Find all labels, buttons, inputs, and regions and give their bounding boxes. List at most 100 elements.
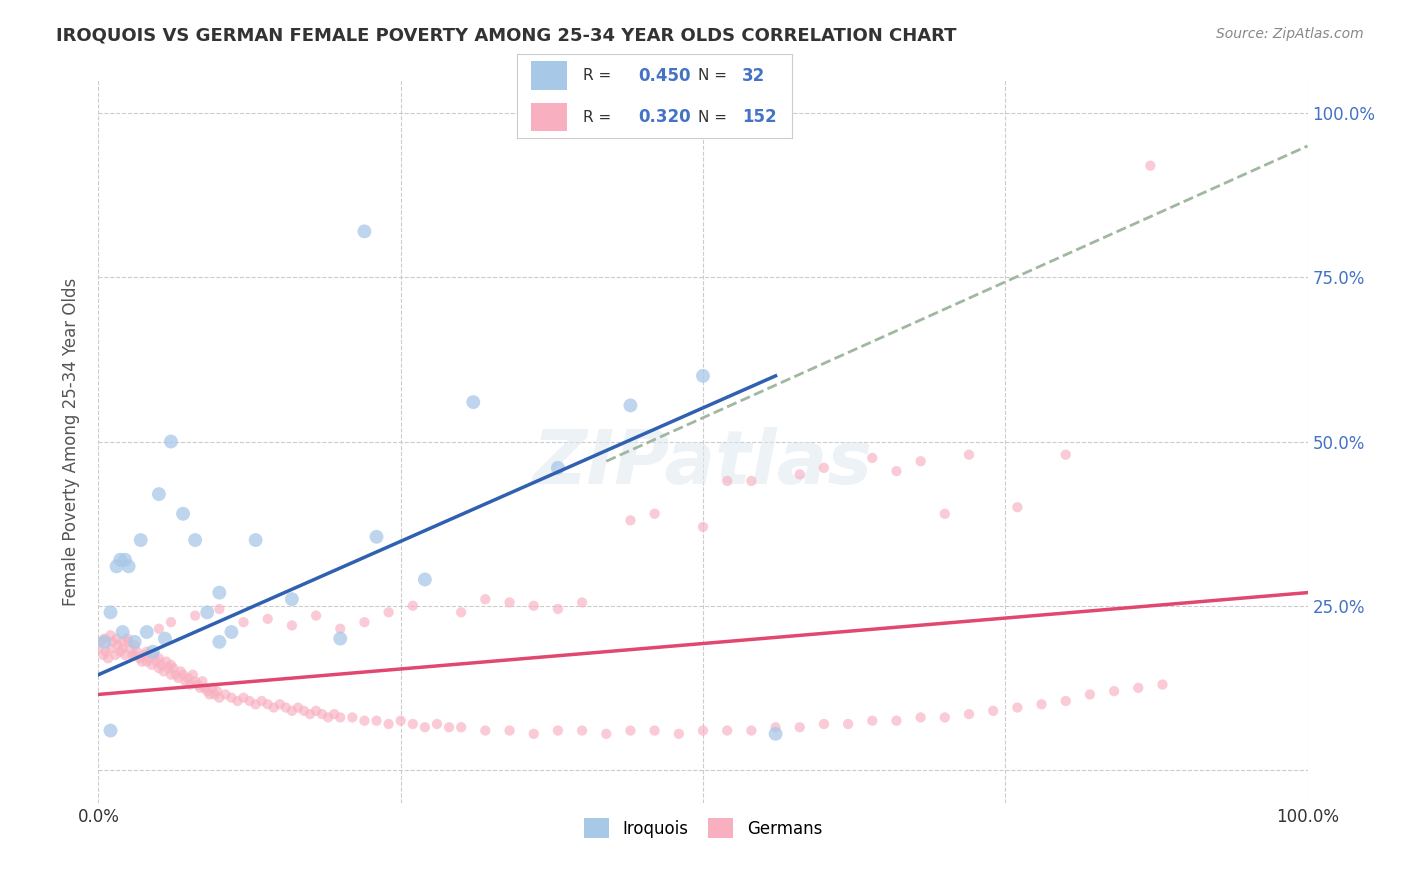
Point (111, 625, 134, 640)
Point (263, 700, 285, 714)
Point (281, 704, 304, 718)
Point (377, 605, 399, 619)
Point (342, 710, 364, 724)
Point (692, 520, 714, 534)
Point (105, 559, 128, 574)
Point (668, 727, 690, 741)
Point (245, 698, 267, 712)
Point (329, 622, 352, 636)
Point (1007, 700, 1029, 714)
Point (547, 460, 569, 475)
Point (389, 714, 412, 728)
Point (214, 687, 236, 701)
Point (463, 395, 485, 409)
Point (619, 723, 641, 738)
Point (205, 684, 228, 698)
Point (523, 727, 546, 741)
Point (160, 657, 183, 672)
Point (167, 671, 190, 685)
Point (256, 698, 278, 712)
Point (118, 559, 141, 574)
Point (523, 599, 546, 613)
Point (111, 641, 134, 656)
Point (177, 671, 200, 685)
Text: Source: ZipAtlas.com: Source: ZipAtlas.com (1216, 27, 1364, 41)
Point (181, 667, 204, 681)
Point (169, 665, 191, 679)
Point (131, 655, 153, 669)
Point (195, 605, 218, 619)
Point (1007, 500, 1029, 515)
Point (498, 723, 520, 738)
Point (208, 602, 231, 616)
Point (221, 690, 243, 705)
Point (179, 677, 201, 691)
Point (160, 667, 183, 681)
Point (87, 641, 110, 656)
Point (232, 690, 254, 705)
Point (121, 648, 143, 662)
Point (93, 635, 115, 649)
Point (198, 687, 221, 701)
Point (450, 720, 472, 734)
Point (150, 657, 173, 672)
Point (97, 651, 120, 665)
Point (256, 612, 278, 626)
Point (474, 592, 496, 607)
Point (141, 657, 163, 672)
Point (208, 585, 231, 599)
Point (692, 368, 714, 383)
Point (366, 714, 388, 728)
Point (91, 648, 114, 662)
Point (239, 694, 262, 708)
Point (740, 723, 762, 738)
Text: ZIPatlas: ZIPatlas (533, 426, 873, 500)
Point (94, 645, 117, 659)
Point (619, 398, 641, 412)
Point (1054, 694, 1077, 708)
Point (160, 434, 183, 449)
Point (104, 648, 127, 662)
Point (316, 710, 339, 724)
Point (105, 632, 128, 646)
Point (174, 674, 197, 689)
Point (957, 707, 980, 722)
Point (740, 474, 762, 488)
Text: N =: N = (699, 110, 727, 125)
Point (305, 704, 328, 718)
Point (269, 698, 291, 712)
Point (114, 553, 136, 567)
Point (90, 635, 112, 649)
Point (547, 723, 569, 738)
Text: 0.320: 0.320 (638, 108, 690, 126)
Point (292, 704, 315, 718)
Point (138, 651, 160, 665)
Point (124, 635, 146, 649)
Point (148, 622, 170, 636)
Point (644, 507, 666, 521)
Point (619, 513, 641, 527)
Point (184, 533, 207, 547)
Point (450, 605, 472, 619)
Point (765, 720, 787, 734)
Point (837, 717, 859, 731)
Point (165, 667, 187, 681)
Point (547, 602, 569, 616)
Point (160, 615, 183, 630)
Point (498, 595, 520, 609)
Point (184, 608, 207, 623)
Legend: Iroquois, Germans: Iroquois, Germans (578, 812, 828, 845)
Point (413, 720, 436, 734)
Point (148, 487, 170, 501)
Point (157, 661, 180, 675)
Point (107, 638, 129, 652)
Text: 0.450: 0.450 (638, 67, 690, 85)
Point (201, 681, 224, 695)
Point (221, 625, 243, 640)
Point (124, 638, 146, 652)
Point (153, 632, 176, 646)
Point (287, 700, 309, 714)
Point (184, 674, 207, 689)
Point (117, 632, 139, 646)
Point (910, 454, 932, 468)
